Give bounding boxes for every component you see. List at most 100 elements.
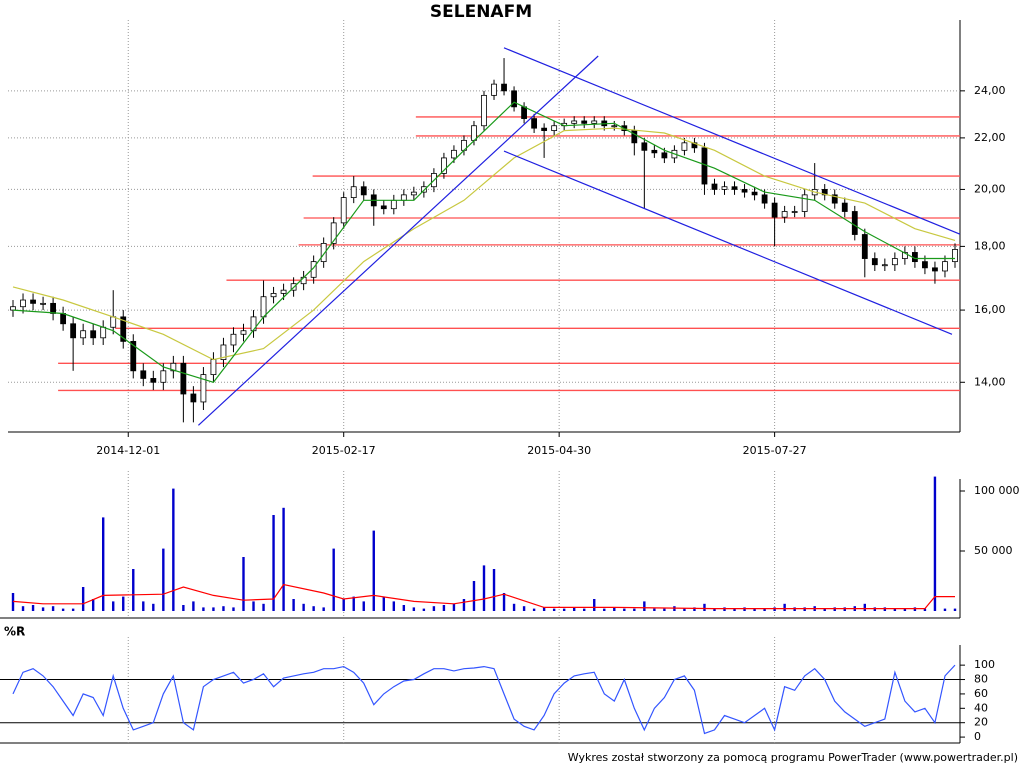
- x-tick-label: 2015-07-27: [743, 444, 807, 457]
- bar: [903, 608, 907, 611]
- y-tick-label: 100: [974, 658, 995, 671]
- candle-body: [521, 106, 527, 119]
- candle-body: [841, 202, 848, 212]
- bar: [512, 603, 516, 611]
- candle-body: [551, 125, 558, 131]
- candle-body: [861, 234, 868, 259]
- bar: [31, 605, 35, 611]
- bar: [603, 608, 606, 611]
- bar: [492, 569, 496, 611]
- candle-body: [320, 242, 327, 263]
- bar: [703, 603, 706, 611]
- bar: [863, 603, 866, 611]
- bar: [613, 607, 616, 611]
- candle-body: [701, 147, 708, 185]
- y-tick-label: 50 000: [974, 544, 1013, 557]
- moving-average: [12, 127, 956, 361]
- candle-body: [922, 261, 928, 269]
- bar: [81, 587, 85, 611]
- footer: Wykres został stworzony za pomocą progra…: [568, 751, 1018, 764]
- y-tick-label: 18,00: [974, 239, 1006, 252]
- candle-body: [851, 211, 858, 235]
- candle-body: [681, 142, 688, 151]
- candle-body: [120, 316, 127, 342]
- bar: [753, 608, 756, 611]
- bar: [593, 599, 596, 611]
- bar: [723, 607, 726, 611]
- candle-body: [200, 374, 207, 403]
- candle-body: [90, 330, 97, 339]
- bar: [61, 608, 65, 611]
- candle-body: [491, 83, 497, 96]
- candle-body: [250, 316, 257, 332]
- bar: [462, 599, 466, 611]
- bar: [132, 569, 135, 611]
- candle-body: [801, 194, 808, 212]
- bar: [773, 607, 776, 611]
- bar: [572, 607, 576, 611]
- bar: [122, 596, 125, 611]
- bar: [873, 607, 877, 611]
- bar: [282, 507, 285, 611]
- bar: [583, 608, 586, 611]
- bar: [162, 548, 165, 611]
- bar: [192, 601, 195, 611]
- candle-body: [280, 289, 287, 294]
- bar: [653, 608, 656, 611]
- bar: [252, 601, 255, 611]
- y-tick-label: 0: [974, 730, 981, 743]
- y-tick-label: 80: [974, 673, 988, 686]
- candle-body: [501, 83, 507, 92]
- candle-body: [441, 157, 447, 174]
- y-tick-label: 100 000: [974, 484, 1020, 497]
- bar: [242, 557, 245, 611]
- y-tick-label: 20,00: [974, 182, 1006, 195]
- bar: [623, 608, 626, 611]
- trend-line: [197, 55, 599, 426]
- candle-body: [881, 264, 888, 267]
- bar: [302, 603, 305, 611]
- candle-body: [571, 120, 578, 124]
- candle-body: [901, 252, 908, 259]
- candle-body: [721, 186, 728, 190]
- candle-body: [410, 191, 417, 196]
- bar: [913, 607, 917, 611]
- candle-body: [651, 149, 658, 154]
- candle-body: [130, 340, 137, 372]
- bar: [663, 608, 666, 611]
- bar: [352, 596, 355, 611]
- bar: [683, 608, 686, 611]
- bar: [643, 601, 646, 611]
- bar: [322, 607, 325, 611]
- bar: [442, 605, 446, 611]
- candle-body: [781, 211, 788, 218]
- bar: [823, 608, 826, 611]
- candle-body: [871, 258, 878, 266]
- trend-line: [503, 47, 961, 235]
- bar: [933, 476, 937, 611]
- candle-body: [350, 186, 357, 198]
- bar: [713, 608, 716, 611]
- bar: [402, 605, 406, 611]
- candle-body: [360, 186, 367, 196]
- bar: [893, 608, 897, 611]
- bar: [182, 605, 185, 611]
- candle-body: [180, 362, 187, 395]
- bar: [51, 606, 55, 611]
- candle-body: [761, 194, 768, 204]
- bar: [502, 593, 506, 611]
- candle-body: [711, 183, 718, 190]
- bar: [21, 606, 25, 611]
- candle-body: [30, 299, 36, 304]
- candle-body: [100, 326, 107, 339]
- bar: [552, 608, 556, 611]
- bar: [412, 607, 416, 611]
- bar: [843, 607, 846, 611]
- candle-body: [611, 125, 618, 128]
- bar: [332, 548, 335, 611]
- candle-body: [70, 323, 77, 339]
- bar: [292, 599, 295, 611]
- y-tick-label: 20: [974, 716, 988, 729]
- candle-body: [831, 194, 838, 204]
- bar: [142, 601, 145, 611]
